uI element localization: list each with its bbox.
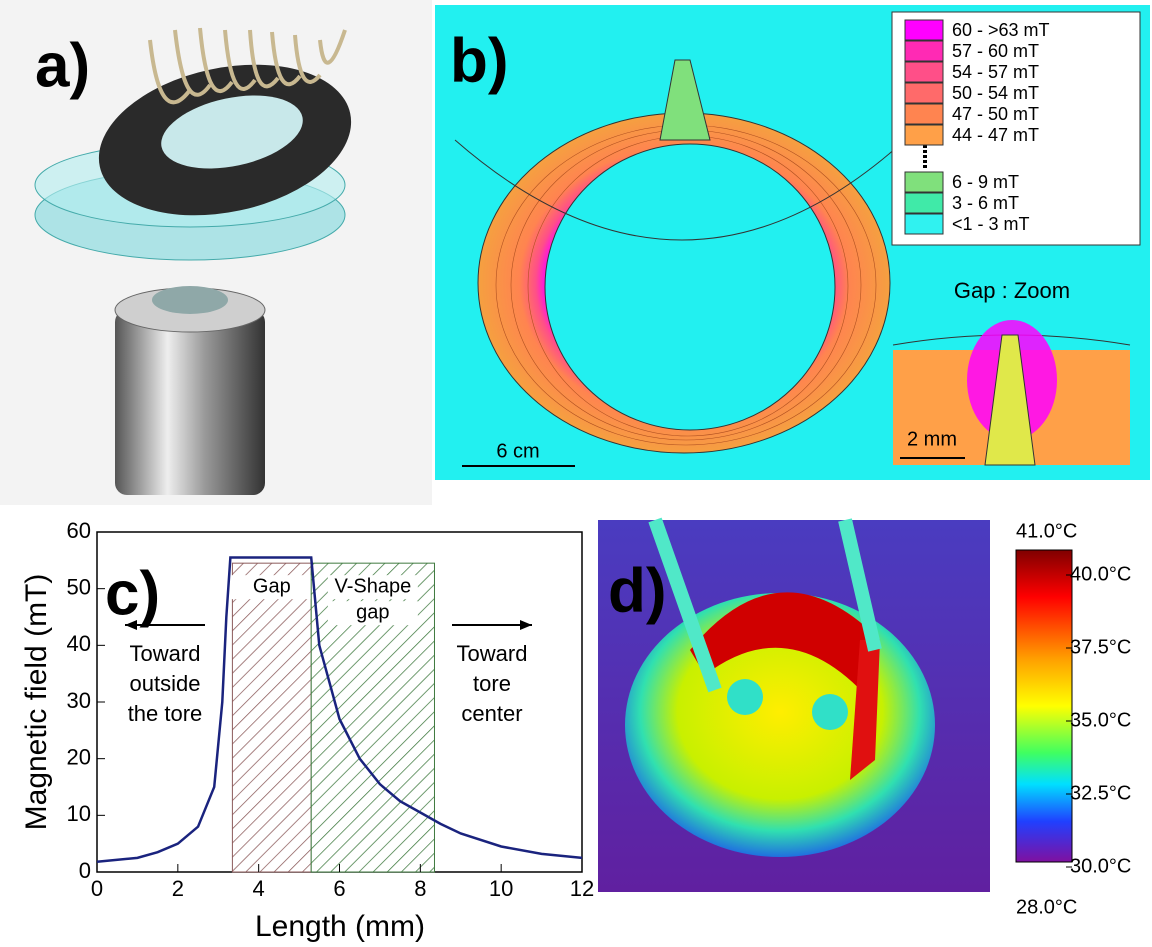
annotation: tore bbox=[473, 671, 511, 696]
legend-label: 6 - 9 mT bbox=[952, 172, 1019, 192]
x-axis-title: Length (mm) bbox=[255, 910, 425, 943]
colorbar-label: 37.5°C bbox=[1070, 636, 1131, 658]
panel-a: a) bbox=[0, 0, 432, 505]
legend-label: 57 - 60 mT bbox=[952, 41, 1039, 61]
legend-label: 3 - 6 mT bbox=[952, 193, 1019, 213]
x-tick-label: 12 bbox=[570, 876, 594, 901]
y-tick-label: 0 bbox=[79, 858, 91, 883]
legend-label: 47 - 50 mT bbox=[952, 104, 1039, 124]
annotation: outside bbox=[130, 671, 201, 696]
panel-label: a) bbox=[35, 31, 90, 100]
y-tick-label: 30 bbox=[67, 688, 91, 713]
annotation: Toward bbox=[130, 641, 201, 666]
scale-bar-label: 2 mm bbox=[907, 428, 957, 450]
legend-label: <1 - 3 mT bbox=[952, 214, 1030, 234]
scale-bar-label: 6 cm bbox=[496, 440, 539, 462]
x-tick-label: 4 bbox=[253, 876, 265, 901]
x-tick-label: 0 bbox=[91, 876, 103, 901]
region-label: Gap bbox=[253, 575, 291, 597]
legend-swatch bbox=[905, 104, 943, 124]
x-tick-label: 8 bbox=[414, 876, 426, 901]
legend-swatch bbox=[905, 83, 943, 103]
zoom-title: Gap : Zoom bbox=[954, 278, 1070, 303]
panel-label: d) bbox=[608, 556, 667, 625]
legend-label: 60 - >63 mT bbox=[952, 20, 1050, 40]
y-tick-label: 10 bbox=[67, 801, 91, 826]
region-label: V-Shape bbox=[334, 575, 411, 597]
cylinder-cap bbox=[152, 286, 228, 314]
colorbar-label: 30.0°C bbox=[1070, 855, 1131, 877]
colorbar-label: 32.5°C bbox=[1070, 782, 1131, 804]
annotation: center bbox=[461, 701, 522, 726]
y-axis-title: Magnetic field (mT) bbox=[20, 574, 53, 831]
colorbar bbox=[1016, 550, 1072, 862]
legend-swatch bbox=[905, 193, 943, 213]
legend-label: 50 - 54 mT bbox=[952, 83, 1039, 103]
x-tick-label: 6 bbox=[333, 876, 345, 901]
legend-swatch bbox=[905, 214, 943, 234]
panel-label: b) bbox=[450, 26, 509, 95]
legend-label: 44 - 47 mT bbox=[952, 125, 1039, 145]
legend-swatch bbox=[905, 172, 943, 192]
figure: a) 60 - >63 mT57 - 60 mT54 - 57 mT50 - 5… bbox=[0, 0, 1152, 947]
panel-d: d) 41.0°C 40.0°C 37.5°C 35.0°C 32.5°C 30.0°C 2… bbox=[598, 520, 1131, 918]
legend-swatch bbox=[905, 20, 943, 40]
legend-swatch bbox=[905, 125, 943, 145]
legend-swatch bbox=[905, 62, 943, 82]
colorbar-label: 40.0°C bbox=[1070, 563, 1131, 585]
colorbar-label: 41.0°C bbox=[1016, 520, 1077, 542]
annotation: the tore bbox=[128, 701, 203, 726]
y-tick-label: 40 bbox=[67, 631, 91, 656]
x-tick-label: 2 bbox=[172, 876, 184, 901]
annotation: Toward bbox=[457, 641, 528, 666]
y-tick-label: 60 bbox=[67, 518, 91, 543]
y-tick-label: 50 bbox=[67, 574, 91, 599]
thermal-spot bbox=[812, 694, 848, 730]
cylinder bbox=[115, 310, 265, 495]
panel-c: c) Length (mm) Magnetic field (mT) Gap V-… bbox=[20, 518, 594, 943]
panel-label: c) bbox=[105, 559, 160, 628]
colorbar-label: 35.0°C bbox=[1070, 709, 1131, 731]
thermal-spot bbox=[727, 679, 763, 715]
legend-label: 54 - 57 mT bbox=[952, 62, 1039, 82]
y-tick-label: 20 bbox=[67, 744, 91, 769]
region bbox=[232, 563, 311, 872]
legend-swatch bbox=[905, 41, 943, 61]
region-label: gap bbox=[356, 601, 389, 623]
core-hole bbox=[545, 144, 835, 430]
colorbar-label: 28.0°C bbox=[1016, 896, 1077, 918]
x-tick-label: 10 bbox=[489, 876, 513, 901]
